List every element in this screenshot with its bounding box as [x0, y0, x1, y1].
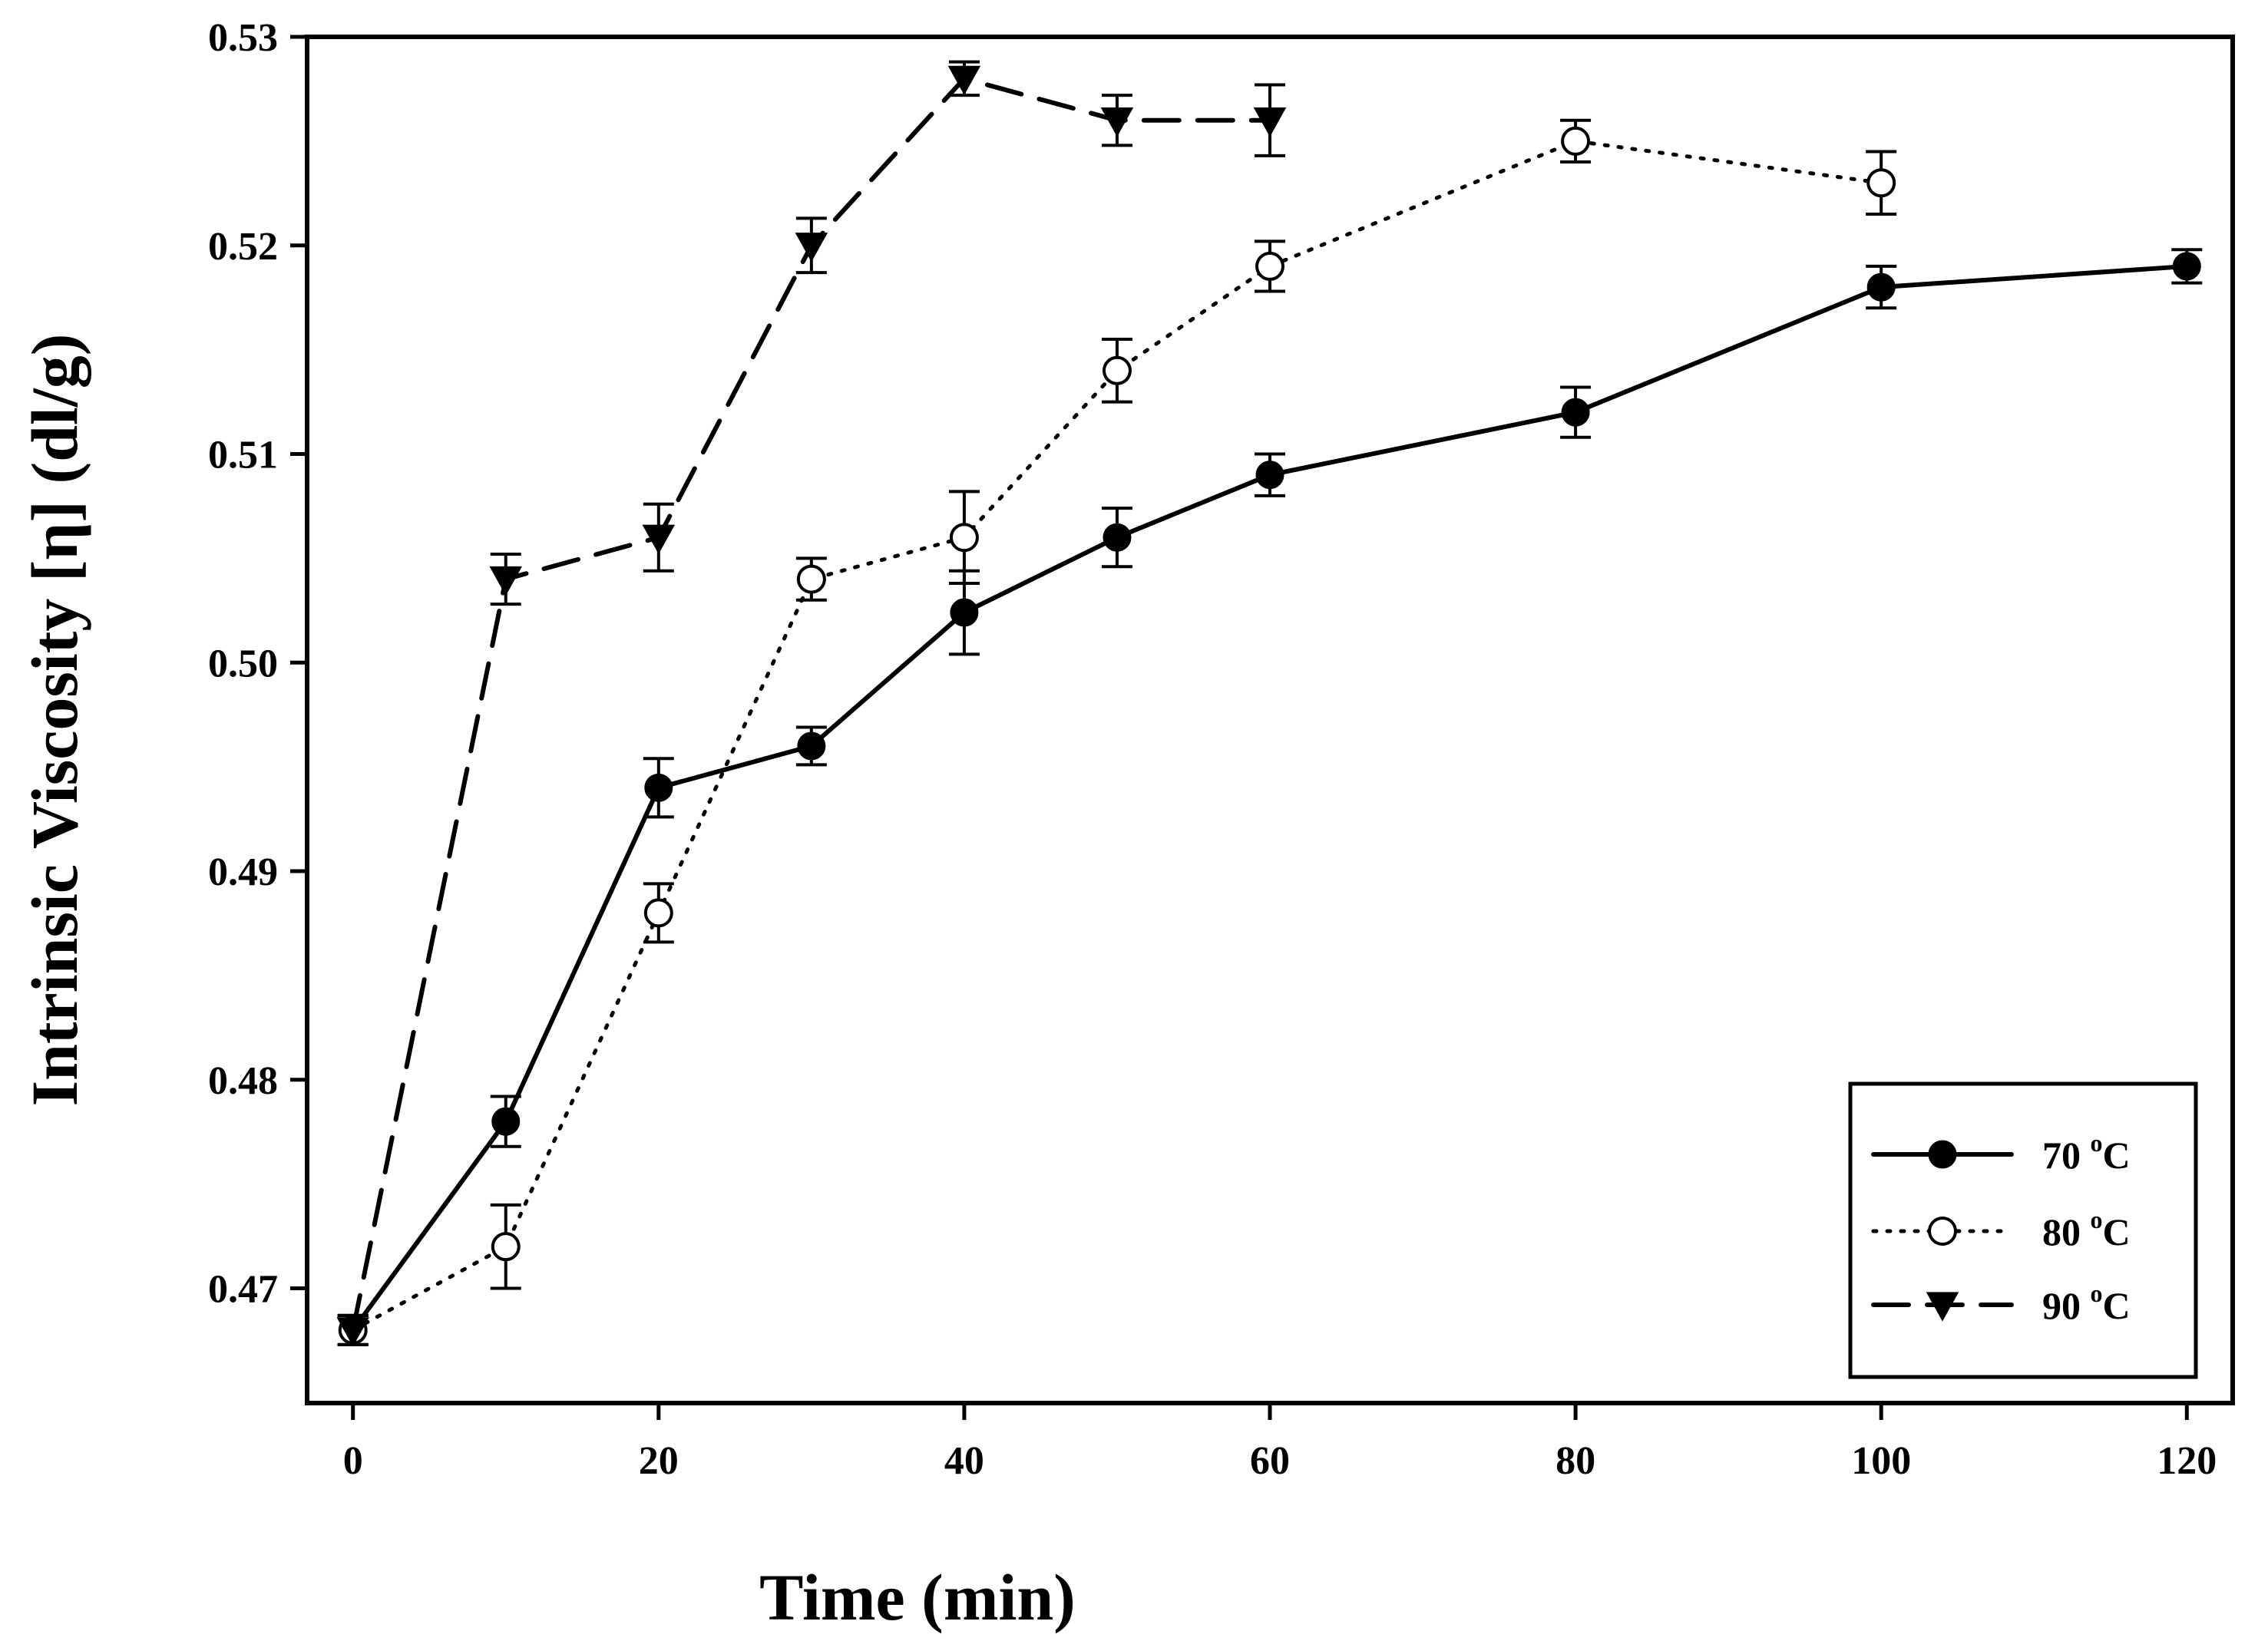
marker-filled-circle — [950, 598, 979, 627]
marker-filled-circle — [1561, 398, 1590, 427]
marker-open-circle — [796, 564, 826, 594]
marker-open-circle — [1866, 168, 1896, 198]
marker-open-circle — [1928, 1217, 1957, 1246]
marker-filled-circle — [1255, 461, 1284, 490]
marker-filled-triangle-down — [489, 566, 523, 596]
x-axis-title: Time (min) — [759, 1560, 1076, 1634]
x-tick-label: 100 — [1851, 1439, 1911, 1483]
y-tick-label: 0.52 — [208, 225, 278, 269]
marker-filled-triangle-down — [1253, 107, 1287, 137]
x-tick-label: 40 — [944, 1439, 984, 1483]
y-tick-label: 0.48 — [208, 1059, 278, 1103]
series-line — [350, 263, 2190, 1332]
marker-filled-circle — [797, 731, 826, 761]
y-tick-label: 0.53 — [208, 16, 278, 60]
marker-filled-circle — [491, 1107, 521, 1136]
data-series — [336, 60, 2203, 1347]
legend-entry-1: 80 oC — [1871, 1206, 2131, 1253]
legend-box — [1848, 1081, 2198, 1379]
x-tick-label: 20 — [639, 1439, 679, 1483]
marker-filled-triangle-down — [947, 65, 981, 95]
legend-label: 80 oC — [2042, 1206, 2131, 1253]
legend-label: 90 oC — [2042, 1279, 2131, 1327]
x-tick-label: 0 — [343, 1439, 363, 1483]
y-tick-label: 0.49 — [208, 850, 278, 894]
axis-ticks: 0 20 40 60 80 100 120 0.47 0.48 0.49 0.50 0.51 0.52 0… — [208, 16, 2217, 1483]
marker-filled-circle — [1928, 1140, 1957, 1169]
marker-filled-triangle-down — [1100, 107, 1134, 137]
legend-entry-2: 90 oC — [1871, 1279, 2131, 1327]
x-tick-label: 60 — [1250, 1439, 1290, 1483]
marker-filled-circle — [1866, 272, 1896, 302]
marker-filled-circle — [2172, 252, 2201, 281]
series-2 — [336, 60, 1287, 1347]
marker-open-circle — [643, 898, 673, 928]
marker-open-circle — [1102, 355, 1132, 385]
legend-label: 70 oC — [2042, 1129, 2131, 1177]
y-tick-label: 0.51 — [208, 434, 278, 477]
marker-open-circle — [491, 1232, 521, 1262]
marker-filled-triangle-down — [336, 1317, 369, 1347]
marker-open-circle — [1255, 251, 1284, 281]
legend-entry-0: 70 oC — [1871, 1129, 2131, 1177]
y-tick-label: 0.50 — [208, 642, 278, 685]
x-tick-label: 120 — [2157, 1439, 2217, 1483]
y-axis-title: Intrinsic Viscosity [η] (dl/g) — [18, 334, 91, 1107]
marker-open-circle — [949, 523, 979, 553]
y-tick-label: 0.47 — [208, 1268, 278, 1312]
marker-filled-triangle-down — [795, 233, 828, 262]
marker-filled-circle — [1103, 523, 1132, 552]
marker-open-circle — [1561, 126, 1591, 156]
marker-filled-triangle-down — [1926, 1292, 1959, 1322]
legend: 70 oC 80 oC 90 oC — [1848, 1081, 2198, 1379]
x-tick-label: 80 — [1556, 1439, 1595, 1483]
marker-filled-circle — [644, 773, 673, 802]
marker-filled-triangle-down — [642, 524, 676, 554]
